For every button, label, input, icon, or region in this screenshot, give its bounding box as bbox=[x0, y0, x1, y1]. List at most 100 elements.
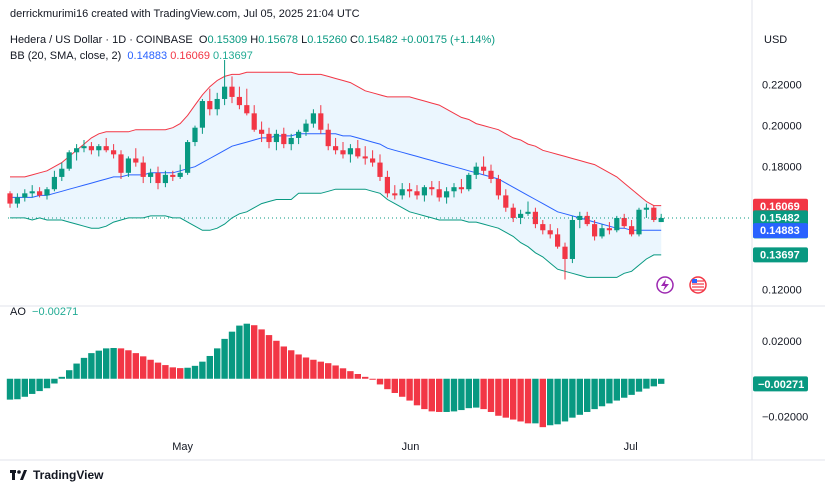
candle-body bbox=[340, 150, 346, 155]
candle-body bbox=[407, 189, 413, 192]
candle-body bbox=[185, 142, 191, 173]
candle-body bbox=[540, 224, 546, 231]
bb-mid-line bbox=[10, 133, 662, 231]
ao-bar bbox=[465, 378, 472, 409]
ao-bar bbox=[280, 346, 287, 379]
open-label: O bbox=[198, 34, 208, 46]
ao-bar bbox=[36, 378, 43, 392]
candle-body bbox=[37, 191, 43, 196]
candle-body bbox=[22, 193, 28, 198]
ao-bar bbox=[258, 329, 265, 379]
ao-bar bbox=[154, 362, 162, 379]
ao-bar bbox=[376, 378, 384, 385]
candle-body bbox=[458, 187, 464, 190]
candle-body bbox=[266, 133, 272, 143]
bb-legend[interactable]: BB (20, SMA, close, 2) 0.14883 0.16069 0… bbox=[10, 50, 253, 62]
symbol-name[interactable]: Hedera / US Dollar · 1D · COINBASE bbox=[10, 34, 193, 46]
ao-bar bbox=[265, 335, 273, 379]
price-axis-badge-label: 0.16069 bbox=[760, 201, 800, 213]
candle-body bbox=[569, 220, 575, 259]
candle-body bbox=[466, 174, 472, 190]
ao-bar bbox=[480, 378, 487, 410]
ao-value: −0.00271 bbox=[32, 306, 79, 318]
ao-bar bbox=[273, 340, 280, 379]
candle-body bbox=[495, 178, 501, 196]
ao-bar bbox=[532, 378, 539, 424]
candle-body bbox=[310, 113, 316, 124]
price-tick-label: 0.22000 bbox=[762, 80, 802, 92]
candle-body bbox=[251, 113, 257, 130]
ao-bar bbox=[347, 371, 354, 379]
candle-body bbox=[629, 226, 635, 235]
ao-bar bbox=[288, 350, 295, 379]
bb-mid-value: 0.14883 bbox=[127, 50, 168, 62]
candle-body bbox=[214, 98, 220, 110]
candle-body bbox=[384, 176, 390, 194]
ao-bar bbox=[391, 378, 398, 393]
candle-body bbox=[14, 197, 20, 204]
ao-bar bbox=[66, 370, 73, 379]
candle-body bbox=[510, 207, 516, 218]
candle-body bbox=[192, 127, 198, 143]
candle-body bbox=[96, 146, 102, 151]
candle-body bbox=[392, 193, 398, 196]
ao-bar bbox=[554, 378, 561, 425]
ao-axis-badge bbox=[753, 376, 808, 392]
bb-lower-value: 0.13697 bbox=[213, 50, 253, 62]
candle-body bbox=[429, 187, 435, 190]
ao-bar bbox=[399, 378, 406, 397]
ao-bar bbox=[199, 361, 206, 379]
ao-bar bbox=[177, 368, 184, 379]
change-value: +0.00175 (+1.14%) bbox=[400, 34, 495, 46]
ao-bar bbox=[162, 365, 169, 379]
ao-bar bbox=[117, 348, 125, 379]
ao-bar bbox=[517, 378, 524, 422]
ao-bar bbox=[243, 323, 250, 379]
candle-body bbox=[81, 146, 87, 149]
candle-body bbox=[273, 133, 279, 143]
bb-label: BB (20, SMA, close, 2) bbox=[10, 50, 122, 62]
candle-body bbox=[621, 217, 627, 227]
candle-body bbox=[421, 187, 427, 196]
candle-body bbox=[222, 86, 228, 99]
ao-bar bbox=[206, 355, 213, 379]
candle-body bbox=[525, 211, 531, 214]
ao-bar bbox=[295, 354, 302, 379]
ao-bar bbox=[591, 378, 598, 410]
open-value: 0.15309 bbox=[207, 34, 248, 46]
ao-bar bbox=[487, 378, 495, 412]
ao-bar bbox=[384, 378, 391, 390]
candle-body bbox=[229, 86, 235, 97]
high-label: H bbox=[250, 34, 259, 46]
ao-bar bbox=[251, 325, 258, 379]
ao-bar bbox=[643, 378, 650, 389]
candle-body bbox=[140, 162, 146, 177]
footer-logo-text: TradingView bbox=[33, 468, 104, 482]
ao-legend[interactable]: AO −0.00271 bbox=[10, 306, 78, 318]
currency-label[interactable]: USD bbox=[764, 34, 788, 46]
ao-bar bbox=[606, 378, 613, 404]
candle-body bbox=[111, 150, 117, 155]
candle-body bbox=[303, 123, 309, 132]
candle-body bbox=[636, 209, 642, 235]
candle-body bbox=[199, 101, 205, 128]
high-value: 0.15678 bbox=[258, 34, 299, 46]
bb-band-fill bbox=[10, 72, 662, 278]
candle-body bbox=[414, 191, 420, 196]
ao-bar bbox=[354, 374, 361, 379]
ao-bar bbox=[539, 378, 546, 428]
ao-label: AO bbox=[10, 306, 26, 318]
candle-body bbox=[562, 246, 568, 259]
candle-body bbox=[74, 148, 80, 153]
candle-body bbox=[444, 191, 450, 198]
bb-lower-line bbox=[10, 188, 662, 278]
candle-body bbox=[370, 158, 376, 163]
ao-bar bbox=[406, 378, 413, 401]
ao-bar bbox=[103, 348, 110, 379]
candle-body bbox=[377, 162, 383, 177]
candle-body bbox=[103, 146, 109, 151]
ao-bar bbox=[51, 378, 58, 384]
flag-canton bbox=[692, 279, 697, 283]
ao-bar bbox=[58, 376, 65, 379]
